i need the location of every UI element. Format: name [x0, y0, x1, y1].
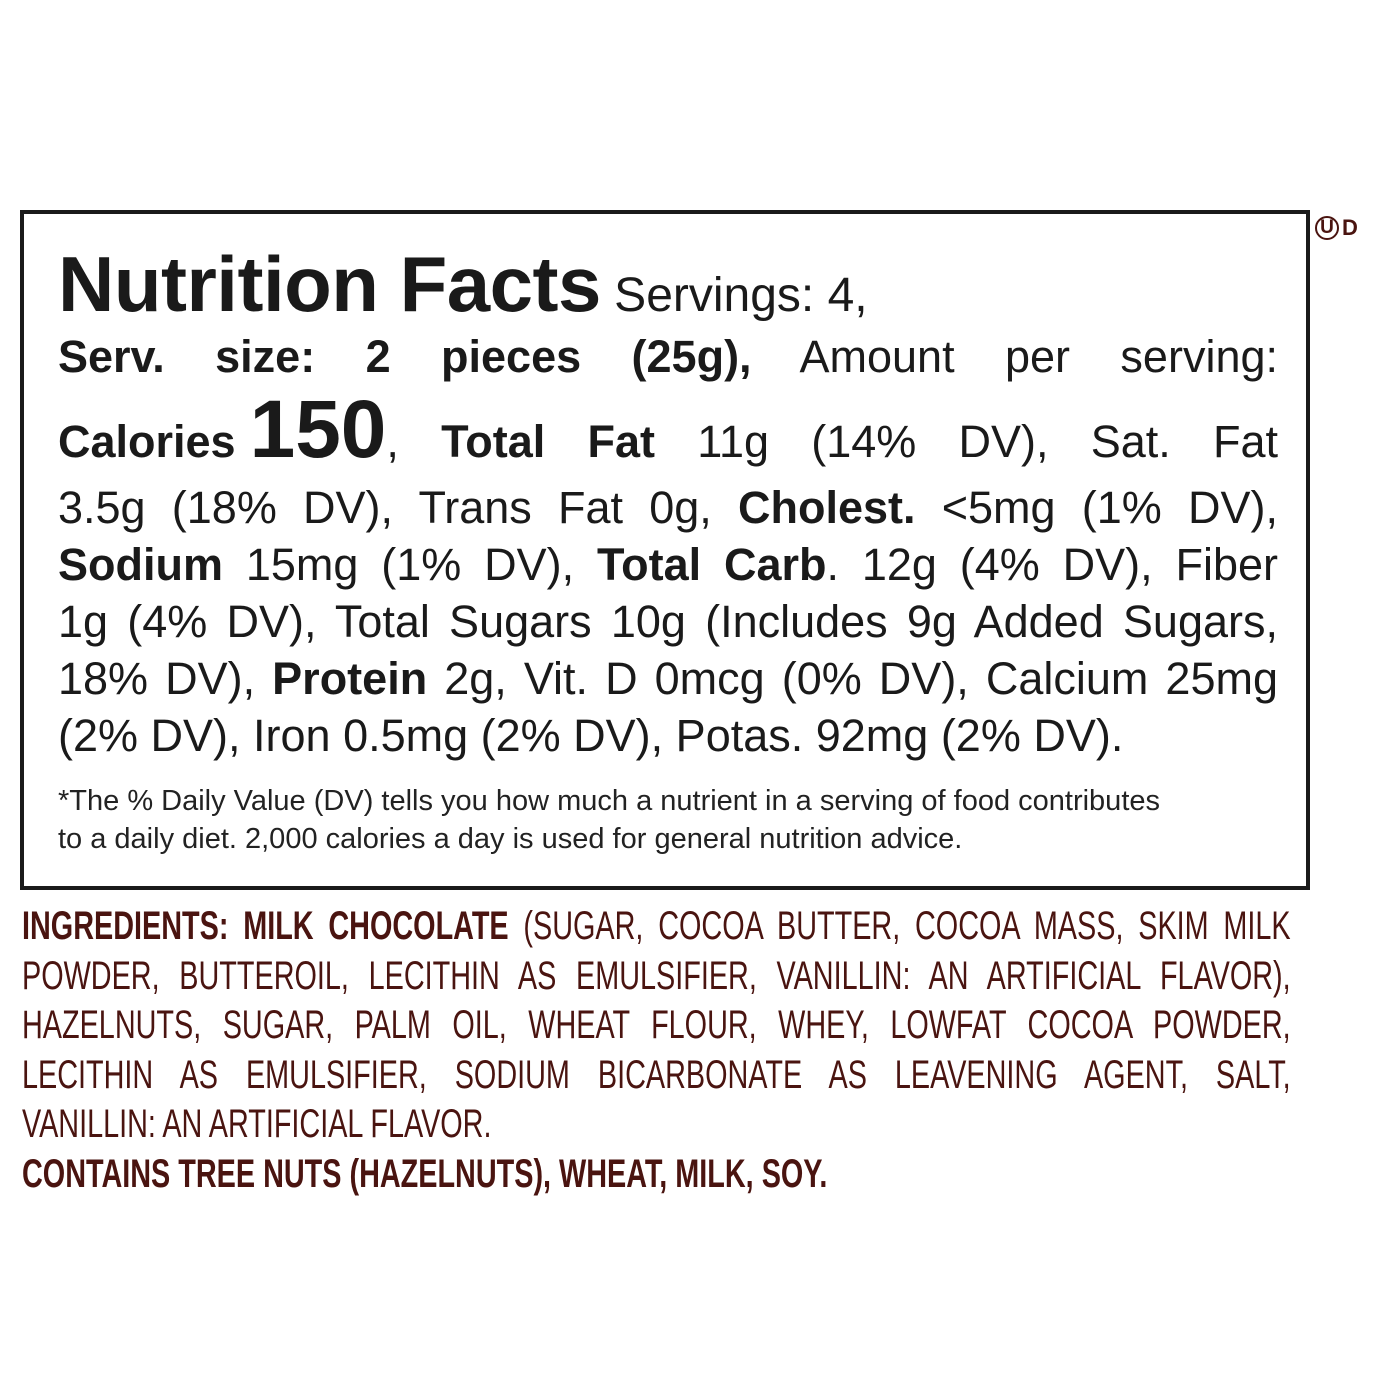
- bold-label: INGREDIENTS: MILK CHOCOLATE: [22, 904, 509, 948]
- nutrient-line: Calories 150, Total Fat 11g (14% DV), Sat…: [58, 381, 1278, 479]
- bold-label: Cholest.: [738, 482, 916, 533]
- nutrient-line: (2% DV), Iron 0.5mg (2% DV), Potas. 92mg…: [58, 707, 1278, 764]
- nutrition-facts-panel: Nutrition Facts Servings: 4, Serv. size:…: [20, 210, 1310, 890]
- text-segment: 11g (14% DV), Sat. Fat: [655, 416, 1278, 467]
- ingredient-line: VANILLIN: AN ARTIFICIAL FLAVOR.: [22, 1100, 1291, 1150]
- ingredient-line: LECITHIN AS EMULSIFIER, SODIUM BICARBONA…: [22, 1051, 1291, 1101]
- title-line: Nutrition Facts Servings: 4,: [58, 244, 1278, 328]
- dairy-label: D: [1342, 215, 1358, 240]
- text-segment: (2% DV), Iron 0.5mg (2% DV), Potas. 92mg…: [58, 710, 1124, 761]
- text-segment: HAZELNUTS, SUGAR, PALM OIL, WHEAT FLOUR,…: [22, 1003, 1291, 1048]
- text-segment: ,: [386, 416, 442, 467]
- text-segment: 1g (4% DV), Total Sugars 10g (Includes 9…: [58, 596, 1278, 647]
- text-segment: 15mg (1% DV),: [223, 539, 597, 590]
- text-segment: POWDER, BUTTEROIL, LECITHIN AS EMULSIFIE…: [22, 953, 1291, 998]
- bold-label: Calories: [58, 416, 236, 467]
- nutrient-line: 3.5g (18% DV), Trans Fat 0g, Cholest. <5…: [58, 479, 1278, 536]
- bold-label: Total Carb: [596, 539, 827, 590]
- ingredients-statement: INGREDIENTS: MILK CHOCOLATE (SUGAR, COCO…: [22, 902, 1291, 1200]
- text-segment: . 12g (4% DV), Fiber: [826, 539, 1279, 590]
- text-segment: 18% DV),: [58, 653, 273, 704]
- bold-label: Sodium: [58, 539, 223, 590]
- ou-kosher-icon: U: [1315, 216, 1339, 240]
- calories-value: 150: [249, 384, 387, 475]
- footnote-line: to a daily diet. 2,000 calories a day is…: [58, 823, 963, 855]
- nutrition-facts-title: Nutrition Facts: [58, 240, 601, 328]
- nutrient-line: Serv. size: 2 pieces (25g), Amount per s…: [58, 328, 1278, 385]
- text-segment: <5mg (1% DV),: [915, 482, 1278, 533]
- bold-label: Total Fat: [441, 416, 656, 467]
- daily-value-footnote: *The % Daily Value (DV) tells you how mu…: [58, 782, 1278, 858]
- text-segment: Amount per serving:: [751, 331, 1278, 382]
- kosher-dairy-mark: U D: [1315, 215, 1358, 241]
- ingredient-line: POWDER, BUTTEROIL, LECITHIN AS EMULSIFIE…: [22, 952, 1291, 1002]
- bold-label: Serv. size: 2 pieces (25g),: [58, 331, 752, 382]
- nutrient-line: Sodium 15mg (1% DV), Total Carb. 12g (4%…: [58, 536, 1278, 593]
- text-segment: LECITHIN AS EMULSIFIER, SODIUM BICARBONA…: [22, 1052, 1291, 1097]
- text-segment: 3.5g (18% DV), Trans Fat 0g,: [58, 482, 738, 533]
- footnote-line: *The % Daily Value (DV) tells you how mu…: [58, 785, 1160, 817]
- nutrient-lines: Serv. size: 2 pieces (25g), Amount per s…: [58, 328, 1278, 764]
- bold-label: CONTAINS TREE NUTS (HAZELNUTS), WHEAT, M…: [22, 1151, 828, 1196]
- servings-count: Servings: 4,: [600, 269, 868, 322]
- nutrient-line: 1g (4% DV), Total Sugars 10g (Includes 9…: [58, 593, 1278, 650]
- ingredient-line: INGREDIENTS: MILK CHOCOLATE (SUGAR, COCO…: [22, 902, 1291, 952]
- bold-label: Protein: [272, 653, 428, 704]
- ingredient-line: HAZELNUTS, SUGAR, PALM OIL, WHEAT FLOUR,…: [22, 1001, 1291, 1051]
- text-segment: 2g, Vit. D 0mcg (0% DV), Calcium 25mg: [427, 653, 1278, 704]
- ingredient-line: CONTAINS TREE NUTS (HAZELNUTS), WHEAT, M…: [22, 1150, 1291, 1200]
- nutrient-line: 18% DV), Protein 2g, Vit. D 0mcg (0% DV)…: [58, 650, 1278, 707]
- text-segment: (SUGAR, COCOA BUTTER, COCOA MASS, SKIM M…: [508, 904, 1291, 948]
- text-segment: VANILLIN: AN ARTIFICIAL FLAVOR.: [22, 1102, 492, 1147]
